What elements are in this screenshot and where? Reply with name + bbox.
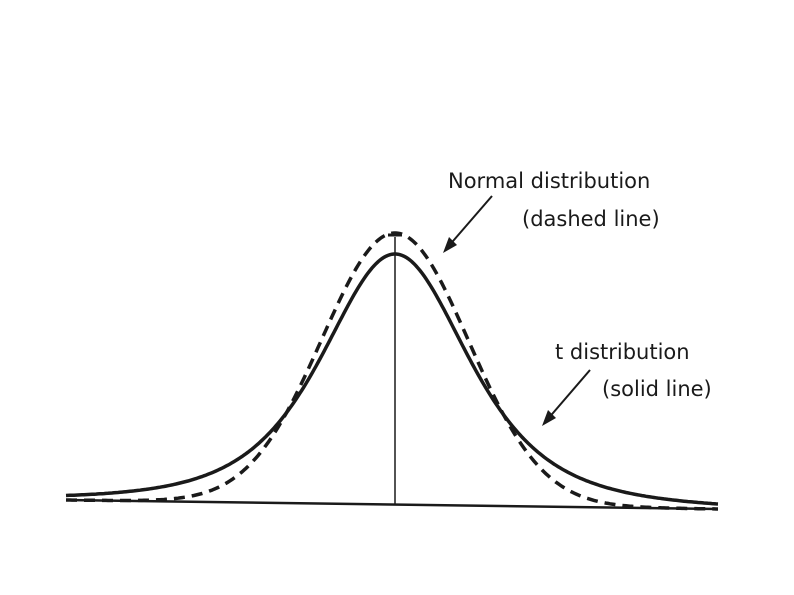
t-arrow-shaft	[546, 369, 591, 421]
normal-label-line2: (dashed line)	[522, 207, 660, 231]
t-label-line2: (solid line)	[602, 377, 712, 401]
normal-label-line1: Normal distribution	[448, 169, 650, 193]
t-distribution-curve	[65, 252, 719, 506]
baseline-axis	[65, 498, 719, 511]
normal-arrow-shaft	[446, 195, 493, 249]
normal-arrow-head	[443, 237, 457, 253]
t-label-line1: t distribution	[555, 340, 690, 364]
t-arrow-head	[542, 410, 556, 426]
normal-distribution-curve	[66, 231, 718, 511]
